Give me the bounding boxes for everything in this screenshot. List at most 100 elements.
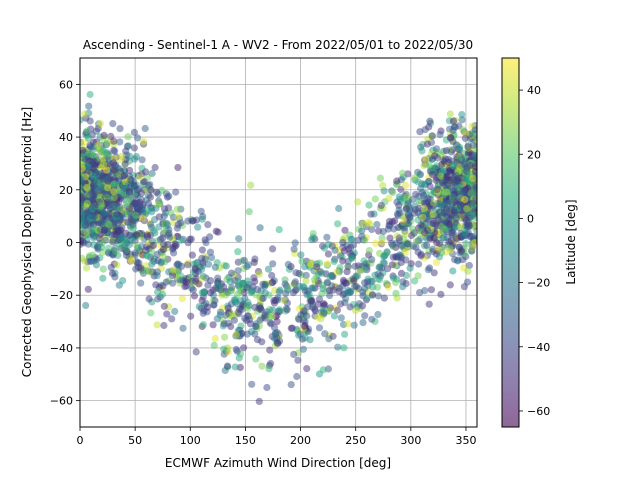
y-tick-label: −20 [50,289,73,302]
scatter-point [425,264,434,272]
scatter-point [248,380,256,388]
scatter-point [410,229,418,237]
scatter-point [222,311,230,319]
scatter-point [432,176,440,184]
scatter-point [300,307,308,315]
scatter-point [259,280,267,288]
scatter-point [469,232,477,240]
scatter-point [361,312,369,320]
scatter-point [456,143,464,152]
scatter-point [365,247,373,255]
scatter-point [421,229,429,237]
scatter-point [178,295,186,303]
scatter-point [167,209,175,217]
scatter-point [428,132,436,140]
scatter-point [175,261,183,269]
scatter-point [321,330,329,338]
scatter-point [323,260,331,268]
scatter-point [184,261,192,269]
scatter-point [406,264,414,272]
scatter-point [134,244,142,252]
scatter-point [143,233,152,241]
scatter-point [425,161,433,169]
scatter-point [419,213,427,221]
scatter-point [299,283,307,291]
scatter-point [365,201,373,209]
scatter-point [275,306,283,314]
scatter-point [110,188,118,196]
scatter-point [347,243,355,251]
scatter-point [385,194,393,202]
scatter-point [334,343,342,351]
scatter-point [230,316,238,324]
colorbar-frame [501,57,520,428]
scatter-point [254,285,262,294]
scatter-point [112,248,120,256]
scatter-point [107,263,115,271]
scatter-point [330,312,338,320]
scatter-point [436,131,444,139]
scatter-point [373,220,381,229]
scatter-point [335,288,343,296]
scatter-point [472,183,477,191]
scatter-point [473,189,477,197]
scatter-point [105,244,113,252]
scatter-point [375,263,383,271]
scatter-point [433,186,441,194]
scatter-point [148,169,156,177]
scatter-point [417,252,425,260]
scatter-point [423,241,431,249]
scatter-point [90,182,98,190]
scatter-point [306,260,314,269]
scatter-point [464,267,472,275]
scatter-point [399,283,407,291]
scatter-point [245,301,253,309]
scatter-point [207,254,216,262]
scatter-point [395,201,403,209]
scatter-point [438,249,446,257]
scatter-point [430,269,438,277]
scatter-point [352,282,360,290]
scatter-point [243,262,251,271]
scatter-point [433,239,441,247]
scatter-point [83,264,91,272]
scatter-point [393,294,401,302]
scatter-point [275,226,283,234]
scatter-point [199,321,207,329]
scatter-point [287,324,295,332]
scatter-point [291,239,299,247]
chart-title: Ascending - Sentinel-1 A - WV2 - From 20… [83,38,473,52]
scatter-point [471,126,477,134]
scatter-point [384,283,392,291]
x-tick-label: 200 [290,434,311,447]
y-tick-label: −40 [50,342,73,355]
scatter-point [83,200,91,208]
scatter-point [380,294,388,302]
scatter-point [427,286,435,294]
scatter-point [421,287,429,295]
scatter-point [127,176,135,184]
scatter-point [236,287,244,295]
scatter-point [280,296,288,304]
scatter-point [233,347,241,355]
scatter-point [159,246,167,254]
scatter-point [134,134,142,142]
x-axis-ticks: 0 50 100 150 200 250 300 350 [77,427,476,447]
scatter-point [426,182,434,190]
y-tick-label: 40 [59,131,73,144]
scatter-point [84,285,92,293]
scatter-point [389,188,397,197]
scatter-point [83,183,91,191]
scatter-point [235,310,243,318]
scatter-point [191,264,199,272]
scatter-point [412,190,420,198]
scatter-point [372,239,380,247]
scatter-point [339,276,348,284]
scatter-point [103,191,111,199]
scatter-point [465,261,473,270]
scatter-point [358,227,366,235]
scatter-point [114,219,122,227]
scatter-point [470,202,477,210]
scatter-point [120,171,128,179]
colorbar-tick-label: −60 [527,405,550,418]
